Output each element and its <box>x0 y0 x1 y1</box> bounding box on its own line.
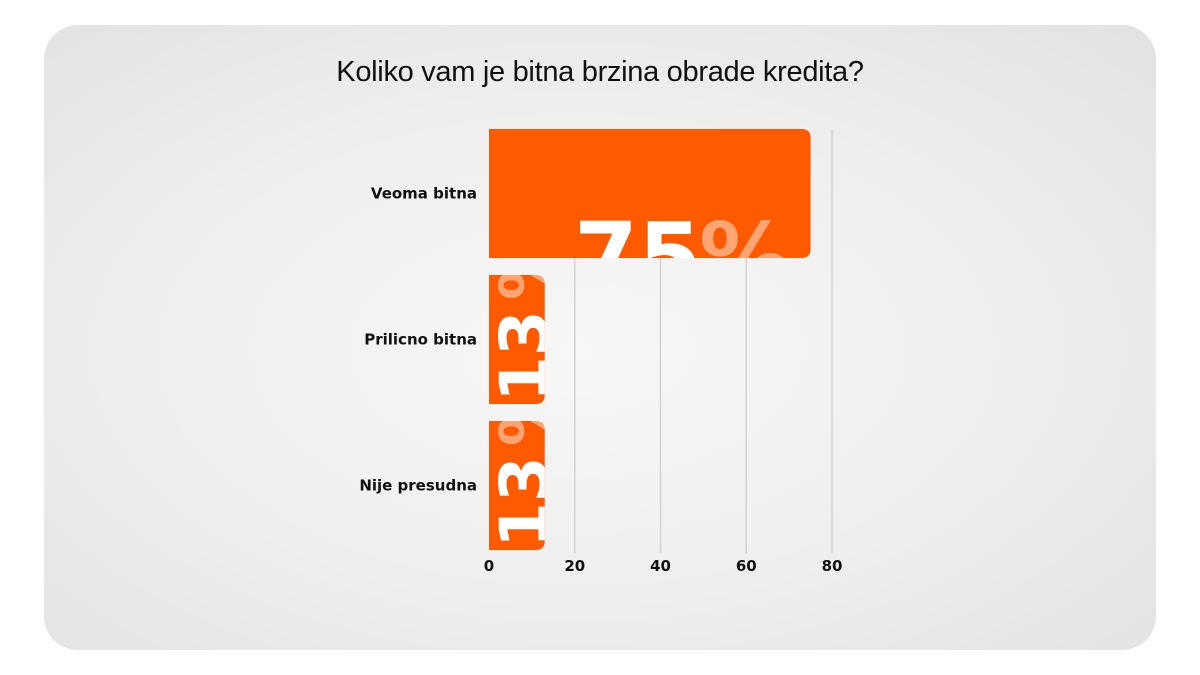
bars: 75%13%13% <box>486 129 811 550</box>
bar-value-label-1: 13% <box>486 234 563 402</box>
bar-value-label-0: 75% <box>574 203 791 310</box>
category-labels: Veoma bitna Prilicno bitna Nije presudna <box>359 185 477 495</box>
bar-1 <box>489 275 545 404</box>
bar-value-text: 13% <box>486 380 563 548</box>
bar-value-number: 13 <box>486 456 563 548</box>
x-tick-label: 60 <box>736 557 757 575</box>
bar-2 <box>489 421 545 550</box>
x-tick-label: 20 <box>564 557 585 575</box>
x-tick-label: 0 <box>484 557 494 575</box>
bar-value-suffix: % <box>486 234 563 300</box>
bar-0 <box>489 129 811 258</box>
bar-value-number: 75 <box>574 203 702 310</box>
bar-value-number: 13 <box>486 310 563 402</box>
x-axis-ticks: 0 20 40 60 80 <box>484 557 843 575</box>
x-tick-label: 40 <box>650 557 671 575</box>
bar-value-text: 13% <box>486 234 563 402</box>
x-tick-label: 80 <box>822 557 843 575</box>
bar-value-suffix: % <box>486 380 563 446</box>
category-label: Prilicno bitna <box>364 331 477 349</box>
bar-value-label-2: 13% <box>486 380 563 548</box>
bar-value-suffix: % <box>699 203 791 310</box>
chart-title: Koliko vam je bitna brzina obrade kredit… <box>336 56 864 88</box>
category-label: Nije presudna <box>359 477 477 495</box>
category-label: Veoma bitna <box>371 185 477 203</box>
